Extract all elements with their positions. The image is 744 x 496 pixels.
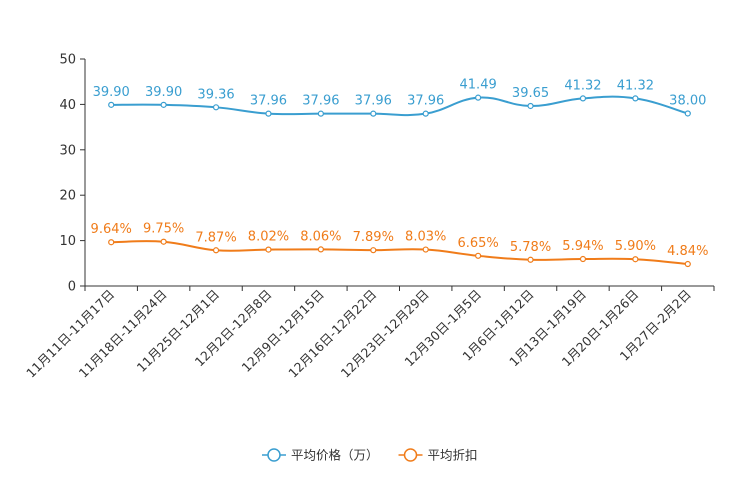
data-label: 9.64% [91, 222, 132, 237]
legend-symbol-1[interactable] [267, 448, 281, 462]
data-label: 41.32 [617, 78, 654, 93]
x-tick-label: 11月18日-11月24日 [76, 287, 170, 381]
data-label: 38.00 [669, 93, 706, 108]
data-point[interactable] [684, 110, 691, 117]
data-point[interactable] [160, 101, 167, 108]
data-point[interactable] [317, 110, 324, 117]
data-point[interactable] [684, 260, 691, 268]
data-label: 39.90 [145, 85, 182, 100]
data-point[interactable] [265, 110, 272, 117]
y-tick-label: 0 [68, 280, 76, 295]
data-label: 4.84% [667, 244, 708, 259]
data-point[interactable] [475, 252, 482, 259]
series-line-2 [111, 240, 688, 266]
data-label: 5.78% [510, 240, 551, 255]
chart-data-labels: 39.90 39.90 39.36 37.96 37.96 37.96 37.96 41.49… [91, 78, 709, 259]
data-point[interactable] [527, 256, 534, 263]
y-tick-label: 50 [59, 53, 76, 68]
y-tick-label: 20 [59, 189, 76, 204]
y-tick-label: 40 [59, 98, 76, 113]
data-label: 8.03% [405, 230, 446, 245]
x-tick-label: 12月23日-12月29日 [338, 287, 432, 381]
data-point[interactable] [317, 246, 324, 253]
chart-series [108, 94, 691, 268]
data-point[interactable] [527, 102, 534, 110]
series-line-1 [111, 95, 689, 117]
x-tick-label: 12月16日-12月22日 [285, 287, 379, 381]
data-point[interactable] [265, 246, 272, 253]
data-label: 7.87% [195, 230, 236, 245]
data-point[interactable] [370, 247, 377, 254]
data-label: 37.96 [355, 94, 392, 109]
data-point[interactable] [579, 255, 587, 263]
legend-label-2[interactable]: 平均折扣 [428, 448, 478, 463]
data-label: 8.02% [248, 230, 289, 245]
data-point[interactable] [632, 256, 639, 263]
y-tick-label: 10 [59, 234, 76, 249]
chart-legend[interactable]: 平均价格（万） 平均折扣 [262, 448, 478, 463]
data-label: 7.89% [353, 230, 394, 245]
data-point[interactable] [422, 246, 429, 253]
data-label: 39.90 [93, 85, 130, 100]
data-point[interactable] [632, 95, 639, 102]
data-label: 8.06% [300, 229, 341, 244]
data-point[interactable] [108, 239, 115, 246]
legend-label-1[interactable]: 平均价格（万） [291, 448, 379, 463]
data-point[interactable] [422, 110, 429, 117]
data-label: 39.65 [512, 86, 549, 101]
data-label: 5.94% [562, 239, 603, 254]
legend-symbol-2[interactable] [403, 448, 418, 462]
data-label: 37.96 [250, 94, 287, 109]
data-label: 9.75% [143, 222, 184, 237]
y-tick-label: 30 [59, 143, 76, 158]
data-label: 6.65% [457, 236, 498, 251]
data-point[interactable] [212, 247, 220, 254]
data-label: 41.32 [564, 78, 601, 93]
data-label: 37.96 [407, 94, 444, 109]
data-point[interactable] [370, 110, 377, 117]
data-label: 37.96 [302, 94, 339, 109]
x-tick-label: 11月11日-11月17日 [23, 287, 117, 381]
data-label: 41.49 [460, 78, 497, 93]
data-point[interactable] [212, 104, 220, 111]
data-point[interactable] [579, 95, 587, 102]
data-label: 5.90% [615, 239, 656, 254]
data-point[interactable] [108, 101, 115, 108]
data-point[interactable] [160, 238, 167, 245]
data-label: 39.36 [197, 87, 234, 102]
data-point[interactable] [475, 94, 482, 101]
